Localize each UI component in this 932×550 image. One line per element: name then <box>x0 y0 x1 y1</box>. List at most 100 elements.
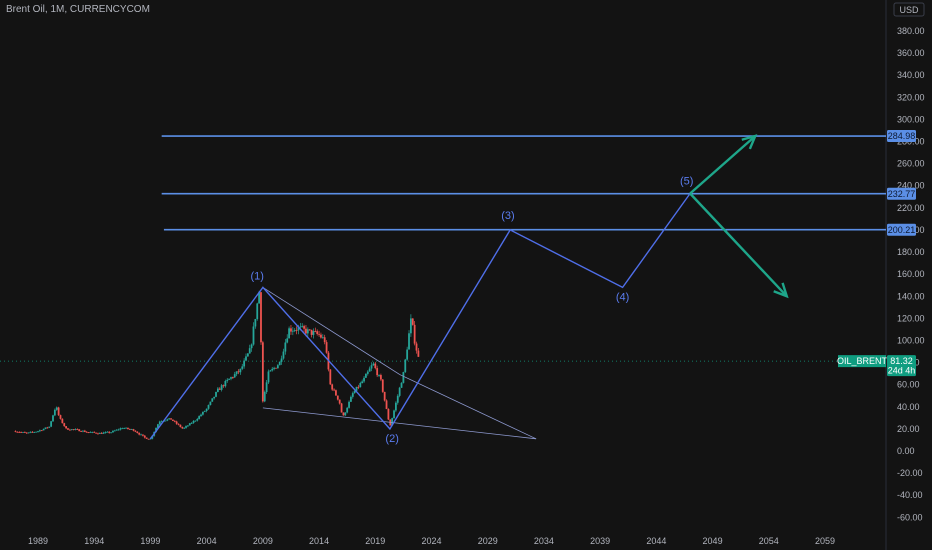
wave-label-3: (3) <box>501 210 514 222</box>
y-tick-label: 20.00 <box>897 424 920 434</box>
x-tick-label: 1999 <box>140 536 160 546</box>
level-284-badge <box>887 130 916 143</box>
candle-body <box>320 334 322 338</box>
candle-body <box>415 343 418 351</box>
candle-body <box>188 423 191 426</box>
y-axis[interactable]: -60.00-40.00-20.000.0020.0040.0060.0080.… <box>897 26 925 522</box>
candle-body <box>85 431 88 433</box>
candle-body <box>211 398 214 402</box>
x-tick-label: 2009 <box>253 536 273 546</box>
candle-body <box>132 429 135 431</box>
candle-body <box>78 429 81 432</box>
x-tick-label: 2054 <box>759 536 779 546</box>
x-tick-label: 2059 <box>815 536 835 546</box>
candle-body <box>38 430 41 432</box>
candle-body <box>70 429 73 431</box>
candle-body <box>87 432 90 433</box>
candle-body <box>284 342 287 352</box>
x-tick-label: 2014 <box>309 536 329 546</box>
candle-body <box>112 430 114 433</box>
candle-body <box>76 429 79 430</box>
currency-badge[interactable]: USD <box>893 2 925 17</box>
candle-body <box>338 399 341 404</box>
horizontal-levels[interactable] <box>161 135 886 231</box>
candle-body <box>282 351 285 359</box>
wedge-trendlines[interactable] <box>262 287 537 440</box>
candle-body <box>61 418 64 424</box>
candle-body <box>342 412 345 416</box>
level-200-badge-label: 200.21 <box>888 225 916 235</box>
candle-body <box>33 432 36 433</box>
candle-body <box>46 427 49 429</box>
candle-body <box>216 388 219 392</box>
y-tick-label: 180.00 <box>897 247 925 257</box>
candle-body <box>370 365 373 369</box>
candle-body <box>241 366 244 369</box>
candle-body <box>63 423 66 427</box>
candle-body <box>190 422 193 424</box>
candle-body <box>127 427 129 429</box>
candle-body <box>142 434 144 436</box>
y-tick-label: 160.00 <box>897 269 925 279</box>
candle-body <box>198 416 201 419</box>
candle-body <box>291 330 294 332</box>
x-tick-label: 2019 <box>365 536 385 546</box>
candle-body <box>310 329 313 335</box>
currency-label: USD <box>899 5 919 15</box>
candle-body <box>393 410 395 419</box>
candle-body <box>340 403 343 413</box>
candle-body <box>231 377 234 378</box>
candle-body <box>106 431 109 433</box>
y-tick-label: 300.00 <box>897 114 925 124</box>
candle-body <box>351 393 354 397</box>
candle-body <box>417 350 420 357</box>
y-tick-label: 140.00 <box>897 291 925 301</box>
candle-body <box>158 421 161 425</box>
last-price-label: 81.32 <box>890 356 913 366</box>
candle-body <box>29 431 32 433</box>
candle-body <box>248 348 251 354</box>
candle-body <box>20 432 23 433</box>
candle-body <box>411 318 414 325</box>
candle-body <box>179 424 182 428</box>
candle-body <box>409 318 412 334</box>
candle-body <box>271 368 274 371</box>
candle-body <box>276 365 279 369</box>
candle-body <box>160 421 163 423</box>
candle-body <box>357 386 360 388</box>
candle-body <box>185 426 187 428</box>
candle-body <box>170 418 172 420</box>
candle-body <box>55 407 58 410</box>
candle-body <box>83 430 86 432</box>
candle-body <box>48 426 51 428</box>
candle-body <box>365 373 367 378</box>
candle-body <box>98 432 101 434</box>
candle-body <box>230 377 232 379</box>
projection-arrows[interactable] <box>689 134 789 299</box>
candle-body <box>235 371 238 375</box>
candle-body <box>305 328 307 334</box>
candle-body <box>297 327 300 331</box>
candle-body <box>37 431 39 433</box>
candle-body <box>123 428 126 429</box>
candle-body <box>331 384 334 390</box>
y-tick-label: 60.00 <box>897 380 920 390</box>
level-232-badge <box>887 187 916 200</box>
x-axis[interactable]: 1989 1994 1999 2004 2009 2014 2019 2024 2029 2034… <box>28 536 835 546</box>
candle-body <box>44 427 47 429</box>
wave-path[interactable] <box>149 193 691 440</box>
candle-body <box>335 390 337 396</box>
candle-body <box>173 420 176 422</box>
candle-body <box>329 369 332 385</box>
candle-body <box>387 408 390 420</box>
candle-body <box>288 328 290 339</box>
y-tick-label: 100.00 <box>897 335 925 345</box>
candle-body <box>275 367 277 369</box>
candle-body <box>258 292 261 304</box>
y-tick-label: 240.00 <box>897 181 925 191</box>
candle-body <box>346 407 349 413</box>
candle-body <box>57 407 60 416</box>
candle-body <box>378 375 380 376</box>
